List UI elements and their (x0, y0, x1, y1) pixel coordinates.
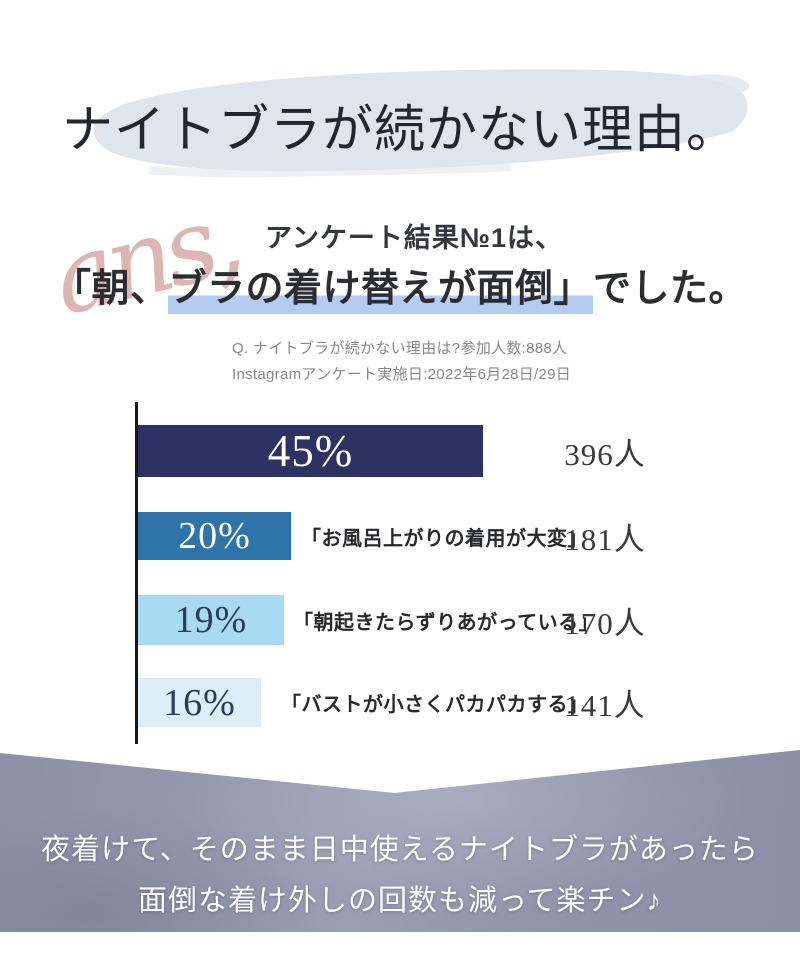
count-label: 141人 (564, 688, 646, 723)
percent-label: 20% (178, 515, 251, 557)
quote-label-gaping-cup: 「バストが小さくパカパカする」 (281, 694, 589, 716)
count-label: 396人 (564, 436, 646, 472)
bar-rides-up: 19% (138, 595, 284, 645)
survey-result-subtitle: アンケート結果№1は、 (264, 223, 564, 253)
headline-highlight: ブラの着け替えが面倒」 (168, 268, 593, 314)
headline-prefix: 「朝、 (52, 268, 169, 310)
bar-gaping-cup: 16% (138, 678, 261, 727)
survey-question-line: Q. ナイトブラが続かない理由は?参加人数:888人 (232, 340, 568, 357)
bar-morning-change: 45% (138, 425, 483, 477)
percent-label: 45% (267, 426, 354, 476)
count-label: 181人 (564, 521, 646, 557)
survey-question-note: Q. ナイトブラが続かない理由は?参加人数:888人 Instagramアンケート… (232, 336, 571, 389)
count-label: 170人 (564, 605, 646, 641)
footer-text-line2: 面倒な着け外しの回数も減って楽チン♪ (137, 885, 663, 917)
quote-label-after-bath: 「お風呂上がりの着用が大変」 (301, 527, 588, 550)
survey-date-line: Instagramアンケート実施日:2022年6月28日/29日 (232, 366, 572, 384)
page-title: ナイトブラが続かない理由。 (61, 103, 738, 159)
footer-banner: 夜着けて、そのまま日中使えるナイトブラがあったら 面倒な着け外しの回数も減って楽… (0, 750, 800, 932)
percent-label: 19% (174, 599, 248, 641)
percent-label: 16% (163, 681, 236, 724)
headline-suffix: でした。 (593, 268, 748, 310)
footer-text-line1: 夜着けて、そのまま日中使えるナイトブラがあったら (41, 834, 759, 866)
chart-axis-line (135, 402, 138, 744)
answer-headline: 「朝、ブラの着け替えが面倒」でした。 (0, 257, 800, 314)
bar-after-bath: 20% (138, 512, 291, 560)
quote-label-rides-up: 「朝起きたらずりあがっている」 (293, 611, 600, 634)
